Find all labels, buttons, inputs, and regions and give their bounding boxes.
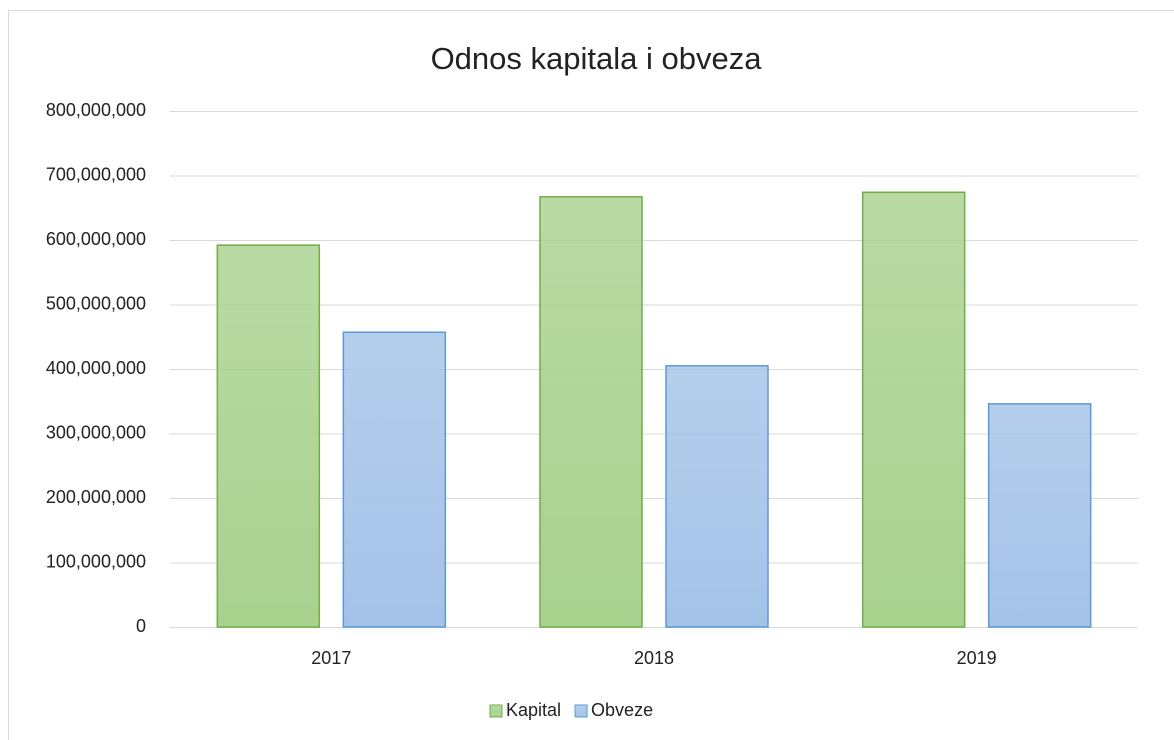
x-tick-label: 2019: [957, 648, 997, 668]
bar: [665, 365, 769, 628]
bar: [539, 196, 643, 628]
y-tick-label: 200,000,000: [46, 487, 146, 507]
y-tick-label: 100,000,000: [46, 551, 146, 571]
y-tick-label: 500,000,000: [46, 293, 146, 313]
bar: [216, 244, 321, 628]
bar: [342, 331, 447, 628]
y-tick-label: 300,000,000: [46, 422, 146, 442]
y-tick-label: 600,000,000: [46, 229, 146, 249]
y-tick-label: 700,000,000: [46, 164, 146, 184]
x-tick-label: 2017: [311, 648, 351, 668]
bar: [987, 403, 1092, 628]
bar: [861, 191, 966, 628]
y-tick-label: 400,000,000: [46, 358, 146, 378]
chart-title: Odnos kapitala i obveza: [431, 41, 763, 76]
legend-swatch: [489, 704, 503, 718]
legend-swatch: [574, 704, 588, 718]
x-tick-label: 2018: [634, 648, 674, 668]
chart-border: [8, 10, 1174, 740]
y-tick-label: 0: [136, 616, 146, 636]
y-tick-label: 800,000,000: [46, 100, 146, 120]
legend-label: Obveze: [591, 700, 653, 720]
legend-label: Kapital: [506, 700, 561, 720]
